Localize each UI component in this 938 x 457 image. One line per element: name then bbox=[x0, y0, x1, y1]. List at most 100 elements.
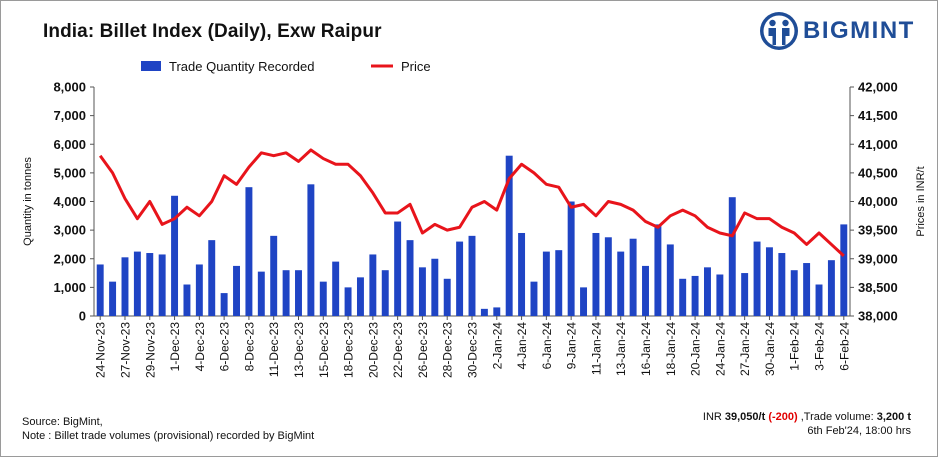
right-tick-label: 40,500 bbox=[858, 165, 898, 180]
left-tick-label: 6,000 bbox=[53, 137, 86, 152]
x-tick-label: 11-Dec-23 bbox=[267, 322, 281, 377]
left-tick-label: 5,000 bbox=[53, 165, 86, 180]
bar bbox=[741, 273, 749, 316]
bigmint-logo: BIGMINT bbox=[759, 11, 927, 51]
bar bbox=[233, 265, 240, 316]
bar bbox=[195, 264, 203, 316]
left-tick-label: 4,000 bbox=[53, 194, 86, 209]
right-tick-label: 39,500 bbox=[858, 223, 898, 238]
chart-axes: 0 1,000 2,000 3,000 4,000 5,000 6,000 7,000 8,00… bbox=[22, 80, 927, 379]
x-tick-label: 4-Dec-23 bbox=[193, 322, 207, 372]
bar bbox=[319, 281, 327, 316]
left-tick-label: 1,000 bbox=[53, 280, 86, 295]
left-tick-label: 2,000 bbox=[53, 251, 86, 266]
bigmint-people-icon bbox=[760, 12, 798, 50]
bar bbox=[295, 270, 302, 316]
right-tick-label: 38,000 bbox=[858, 309, 898, 324]
bar bbox=[208, 240, 216, 316]
bar bbox=[307, 184, 315, 316]
right-tick-label: 40,000 bbox=[858, 194, 898, 209]
x-tick-label: 8-Dec-23 bbox=[242, 322, 256, 372]
legend: Trade Quantity Recorded Price bbox=[141, 59, 431, 74]
x-tick-label: 1-Feb-24 bbox=[788, 322, 802, 371]
legend-line-label: Price bbox=[401, 59, 431, 74]
right-tick-label: 42,000 bbox=[858, 80, 898, 95]
bar bbox=[257, 271, 265, 316]
bar bbox=[716, 274, 724, 316]
bar-series bbox=[96, 155, 848, 316]
x-tick-label: 28-Dec-23 bbox=[441, 322, 455, 378]
x-tick-label: 29-Nov-23 bbox=[143, 322, 157, 378]
bar bbox=[406, 240, 414, 316]
x-tick-label: 27-Nov-23 bbox=[118, 322, 132, 378]
bar bbox=[96, 264, 104, 316]
x-tick-label: 2-Jan-24 bbox=[490, 322, 504, 370]
bar bbox=[505, 155, 513, 316]
summary-mid: ,Trade volume: bbox=[797, 411, 877, 423]
x-tick-label: 15-Dec-23 bbox=[317, 322, 331, 378]
price-line bbox=[98, 148, 845, 257]
summary-change: (-200) bbox=[768, 411, 798, 423]
bar bbox=[109, 281, 117, 316]
summary-price: 39,050/t bbox=[724, 411, 766, 423]
x-tick-label: 30-Jan-24 bbox=[763, 322, 777, 376]
y2-axis-title: Prices in INR/t bbox=[915, 166, 927, 236]
footer-notes: Source: BigMint, Note : Billet trade vol… bbox=[22, 415, 314, 443]
bar bbox=[592, 232, 600, 316]
x-tick-label: 6-Dec-23 bbox=[218, 322, 232, 372]
bar bbox=[282, 270, 290, 316]
left-tick-label: 3,000 bbox=[53, 223, 86, 238]
bar bbox=[840, 224, 848, 316]
x-tick-label: 18-Jan-24 bbox=[664, 322, 678, 376]
x-tick-label: 4-Jan-24 bbox=[515, 322, 529, 370]
x-tick-label: 27-Jan-24 bbox=[738, 322, 752, 376]
legend-bar-label: Trade Quantity Recorded bbox=[169, 59, 314, 74]
bar bbox=[480, 308, 488, 316]
timestamp: 6th Feb'24, 18:00 hrs bbox=[807, 425, 911, 437]
bar bbox=[567, 201, 575, 316]
legend-bar-swatch bbox=[141, 61, 161, 71]
bar bbox=[356, 277, 364, 316]
bar bbox=[654, 224, 662, 316]
bar bbox=[691, 275, 699, 316]
summary-prefix: INR bbox=[702, 411, 725, 423]
x-tick-label: 11-Jan-24 bbox=[589, 322, 603, 375]
bar bbox=[183, 284, 191, 316]
bar bbox=[394, 221, 402, 316]
x-tick-label: 9-Jan-24 bbox=[565, 322, 579, 370]
bar bbox=[344, 287, 352, 316]
line-series bbox=[98, 148, 845, 257]
x-tick-label: 24-Jan-24 bbox=[713, 322, 727, 376]
x-tick-label: 6-Jan-24 bbox=[540, 322, 554, 370]
x-tick-label: 3-Feb-24 bbox=[813, 322, 827, 371]
summary-volume: 3,200 t bbox=[876, 411, 911, 423]
bar bbox=[332, 261, 340, 316]
right-tick-label: 39,000 bbox=[858, 251, 898, 266]
summary-line: INR 39,050/t (-200) ,Trade volume: 3,200… bbox=[703, 410, 911, 424]
bar bbox=[753, 241, 761, 316]
bar bbox=[728, 197, 736, 316]
x-tick-label: 16-Jan-24 bbox=[639, 322, 653, 376]
logo-text: BIGMINT bbox=[803, 17, 915, 44]
bar bbox=[704, 267, 711, 316]
x-tick-label: 1-Dec-23 bbox=[168, 322, 182, 372]
x-tick-label: 6-Feb-24 bbox=[837, 322, 851, 371]
x-tick-label: 22-Dec-23 bbox=[391, 322, 405, 378]
bar bbox=[381, 270, 389, 316]
bar bbox=[245, 187, 253, 316]
right-tick-label: 38,500 bbox=[858, 280, 898, 295]
bar bbox=[827, 260, 835, 316]
bar bbox=[555, 250, 563, 316]
bar bbox=[518, 232, 526, 316]
bar bbox=[617, 251, 625, 316]
chart-svg: 0 1,000 2,000 3,000 4,000 5,000 6,000 7,000 8,00… bbox=[22, 59, 927, 379]
bar bbox=[158, 254, 166, 316]
x-tick-label: 30-Dec-23 bbox=[466, 322, 480, 378]
bar bbox=[121, 257, 129, 316]
right-tick-label: 41,500 bbox=[858, 108, 898, 123]
bar bbox=[220, 293, 228, 316]
bar bbox=[604, 237, 612, 316]
bar bbox=[431, 258, 439, 316]
note-text: Note : Billet trade volumes (provisional… bbox=[22, 430, 315, 442]
bar bbox=[790, 270, 798, 316]
